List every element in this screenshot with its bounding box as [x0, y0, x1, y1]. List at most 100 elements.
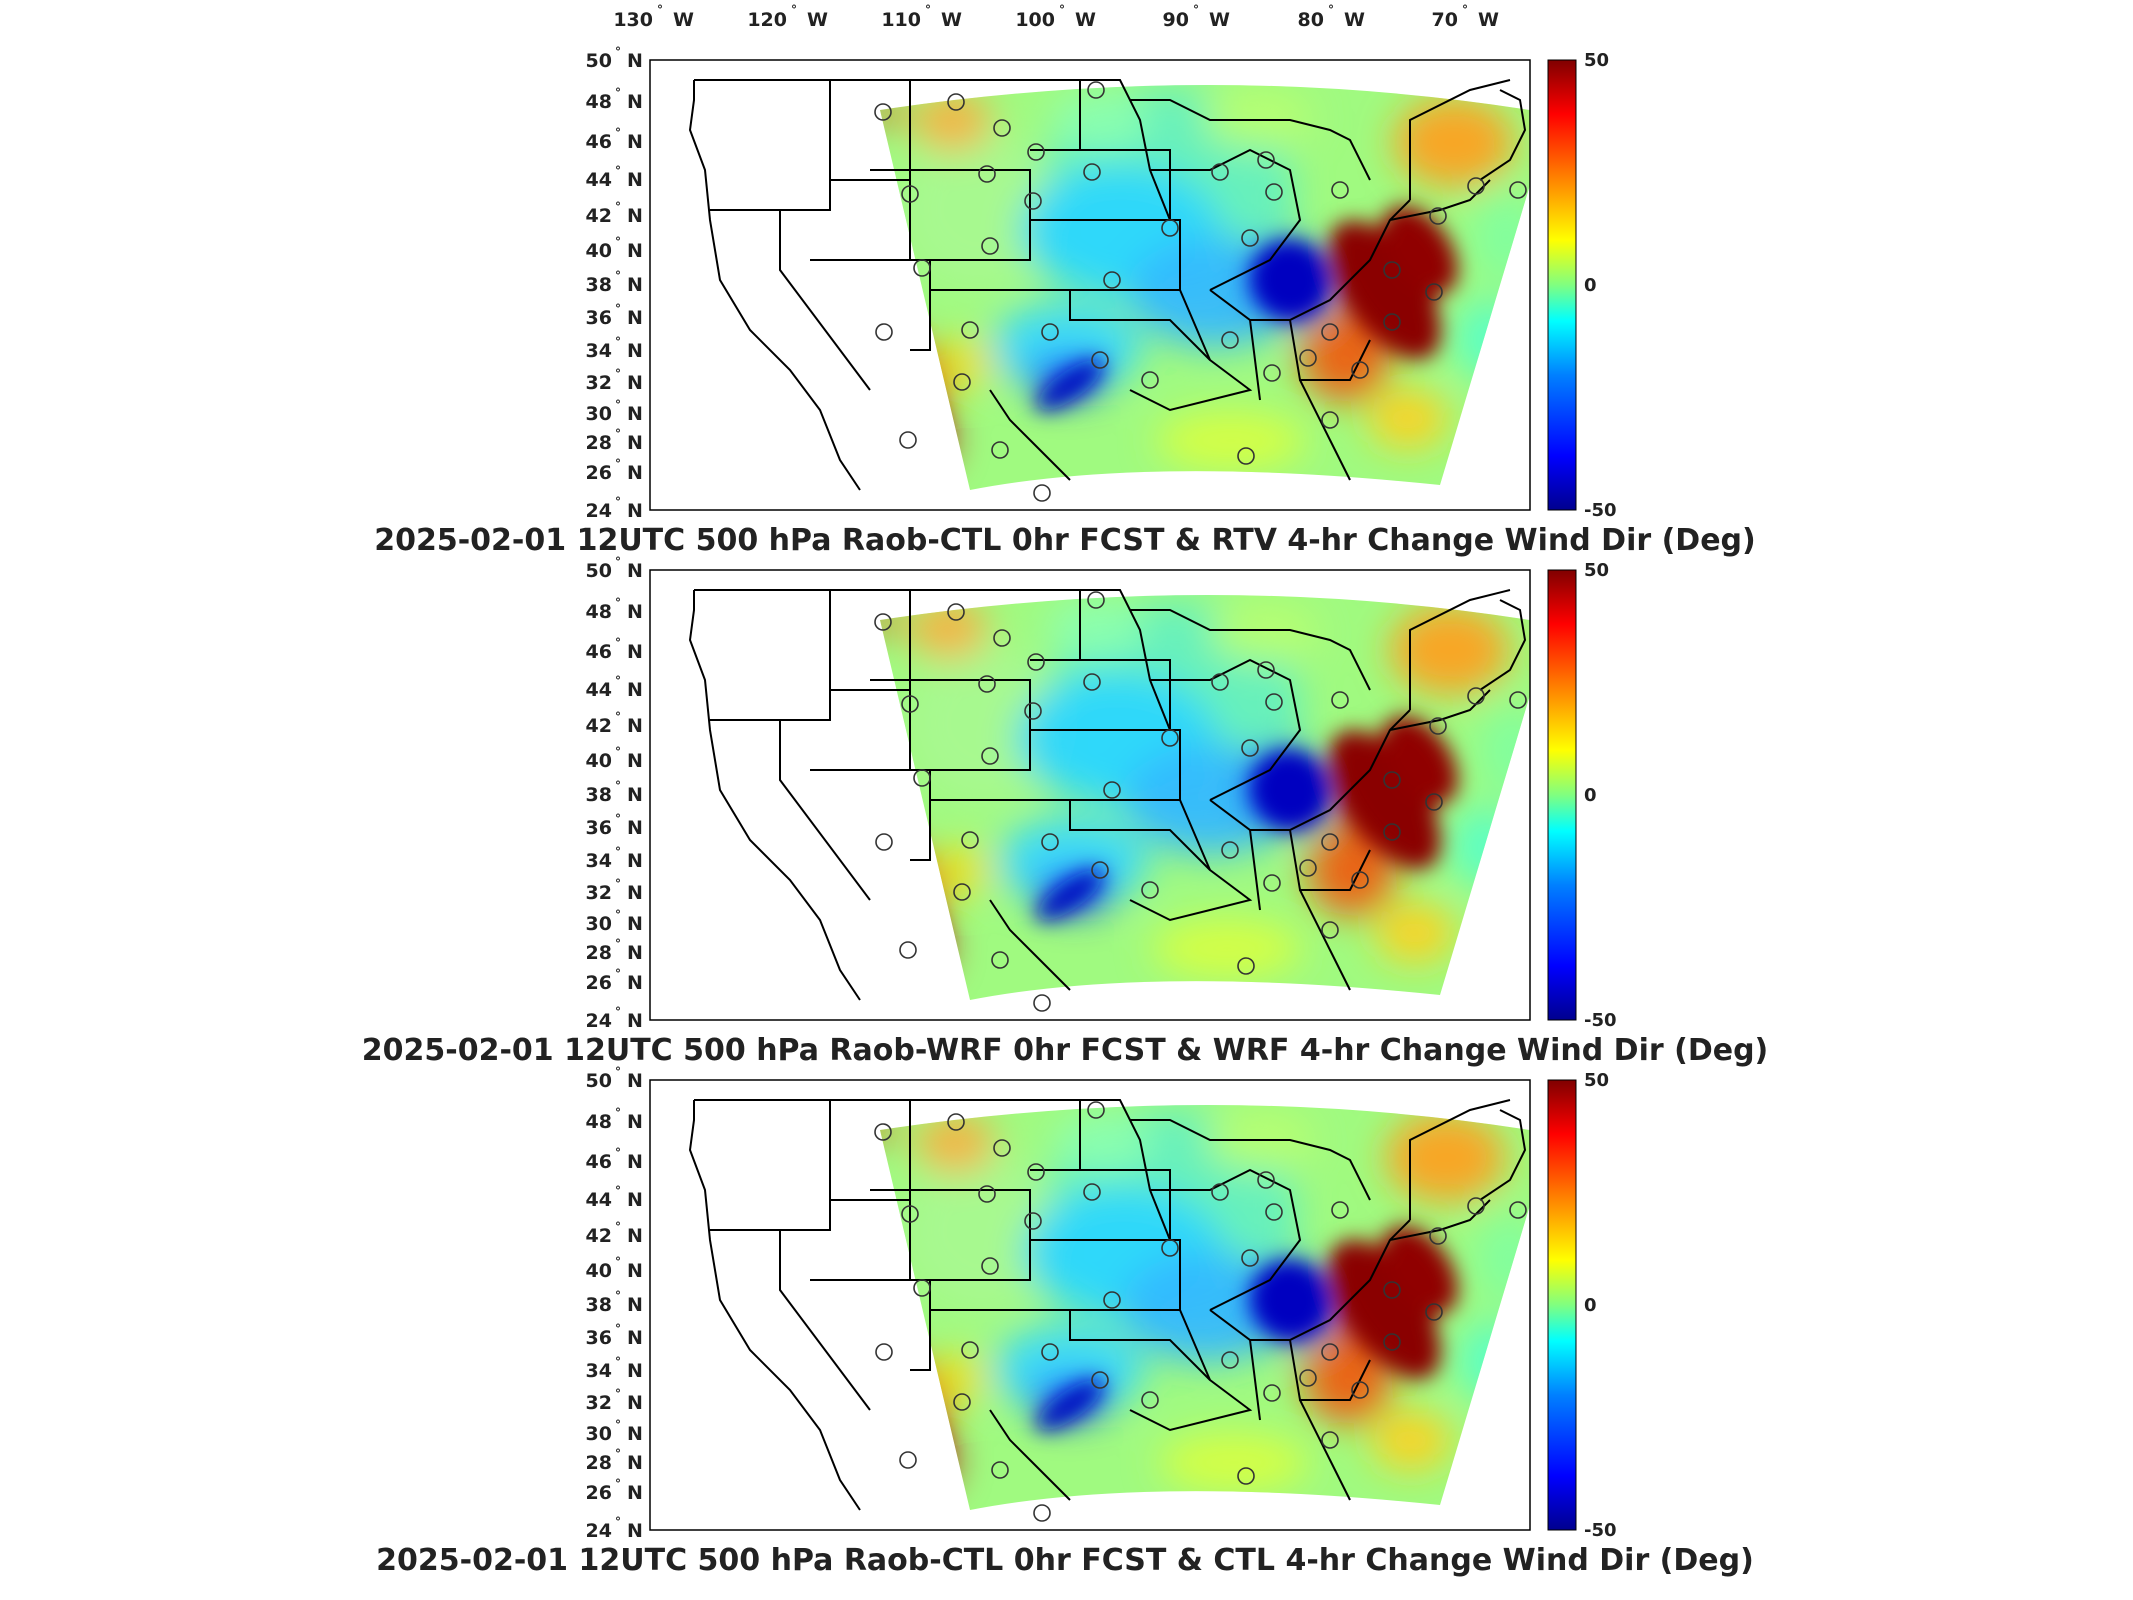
lat-label-hem: N [627, 432, 643, 454]
state-boundaries [688, 79, 1527, 491]
station-marker [1241, 229, 1259, 247]
map-frame [649, 59, 1531, 511]
station-marker [961, 321, 979, 339]
lat-label-hem: N [627, 274, 643, 296]
degree-symbol: ° [615, 1106, 621, 1120]
lat-label-hem: N [627, 1520, 643, 1542]
station-marker [1027, 1163, 1045, 1181]
station-marker [1509, 691, 1527, 709]
degree-symbol: ° [615, 1418, 621, 1432]
station-marker [978, 1185, 996, 1203]
lat-label-value: 40 [586, 750, 612, 772]
lat-label-value: 34 [586, 340, 612, 362]
map-panel: 50 ° N48 ° N46 ° N44 ° N42 ° N40 ° N38 ° N36 ° N34 ° N32 ° N… [362, 555, 1769, 1068]
station-marker [1321, 411, 1339, 429]
lat-label-value: 28 [586, 942, 612, 964]
station-marker [1383, 823, 1401, 841]
lat-label-value: 46 [586, 641, 612, 663]
lat-label-value: 24 [586, 1010, 612, 1032]
degree-symbol: ° [615, 555, 621, 569]
map-frame [649, 569, 1531, 1021]
degree-symbol: ° [615, 1220, 621, 1234]
map-frame [649, 1079, 1531, 1531]
station-marker [1221, 1351, 1239, 1369]
station-marker [1467, 1197, 1485, 1215]
station-marker [1299, 349, 1317, 367]
lat-label-value: 36 [586, 307, 612, 329]
station-marker [1467, 177, 1485, 195]
degree-symbol: ° [615, 302, 621, 316]
station-marker [1091, 1371, 1109, 1389]
degree-symbol: ° [615, 335, 621, 349]
station-marker [1024, 1212, 1042, 1230]
lat-label-hem: N [627, 882, 643, 904]
lat-label-hem: N [627, 169, 643, 191]
lat-label-hem: N [627, 1360, 643, 1382]
degree-symbol: ° [615, 812, 621, 826]
lat-label-hem: N [627, 715, 643, 737]
lon-label-value: 70 [1432, 9, 1458, 31]
lat-label-value: 48 [586, 601, 612, 623]
station-marker [1509, 1201, 1527, 1219]
station-marker [1321, 1431, 1339, 1449]
colorbar-min-label: -50 [1584, 1520, 1617, 1541]
station-marker [1265, 183, 1283, 201]
station-marker [901, 695, 919, 713]
lat-label-hem: N [627, 50, 643, 72]
station-marker [1211, 1183, 1229, 1201]
degree-symbol: ° [615, 1184, 621, 1198]
station-marker [981, 237, 999, 255]
lat-label-hem: N [627, 1189, 643, 1211]
station-marker [875, 1343, 893, 1361]
station-marker [1351, 1381, 1369, 1399]
lon-label-value: 120 [747, 9, 787, 31]
station-marker [913, 1279, 931, 1297]
lat-label-value: 34 [586, 850, 612, 872]
station-marker [1087, 591, 1105, 609]
lat-label-hem: N [627, 340, 643, 362]
station-marker [1263, 1384, 1281, 1402]
degree-symbol: ° [615, 427, 621, 441]
degree-symbol: ° [615, 1005, 621, 1019]
station-marker [953, 883, 971, 901]
station-marker [874, 613, 892, 631]
lat-label-hem: N [627, 1482, 643, 1504]
degree-symbol: ° [615, 235, 621, 249]
lat-label-value: 42 [586, 1225, 612, 1247]
lat-label-value: 32 [586, 882, 612, 904]
station-marker [978, 165, 996, 183]
degree-symbol: ° [615, 126, 621, 140]
state-boundaries [688, 1099, 1527, 1511]
colorbar-mid-label: 0 [1584, 1295, 1597, 1316]
degree-symbol: ° [615, 710, 621, 724]
latitude-labels: 50 ° N48 ° N46 ° N44 ° N42 ° N40 ° N38 ° N36 ° N34 ° N32 ° N… [586, 555, 643, 1032]
station-marker [1041, 323, 1059, 341]
station-marker [1161, 219, 1179, 237]
lat-label-value: 26 [586, 972, 612, 994]
lat-label-hem: N [627, 1327, 643, 1349]
station-marker [1429, 207, 1447, 225]
station-marker [1103, 781, 1121, 799]
station-marker [947, 93, 965, 111]
station-marker [947, 603, 965, 621]
lat-label-hem: N [627, 641, 643, 663]
station-marker [1321, 921, 1339, 939]
station-marker [1321, 833, 1339, 851]
lon-label-value: 100 [1015, 9, 1055, 31]
station-marker [1429, 717, 1447, 735]
lat-label-hem: N [627, 750, 643, 772]
lat-label-value: 50 [586, 50, 612, 72]
lat-label-value: 30 [586, 913, 612, 935]
station-marker [1351, 361, 1369, 379]
colorbar: 50 0 -50 [1547, 560, 1617, 1031]
lon-label-hem: W [673, 9, 694, 31]
colorbar: 50 0 -50 [1547, 1070, 1617, 1541]
station-marker [978, 675, 996, 693]
station-marker [981, 747, 999, 765]
degree-symbol: ° [615, 745, 621, 759]
degree-symbol: ° [615, 674, 621, 688]
station-marker [1083, 1183, 1101, 1201]
lat-label-value: 28 [586, 1452, 612, 1474]
degree-symbol: ° [615, 877, 621, 891]
station-marker [1041, 1343, 1059, 1361]
